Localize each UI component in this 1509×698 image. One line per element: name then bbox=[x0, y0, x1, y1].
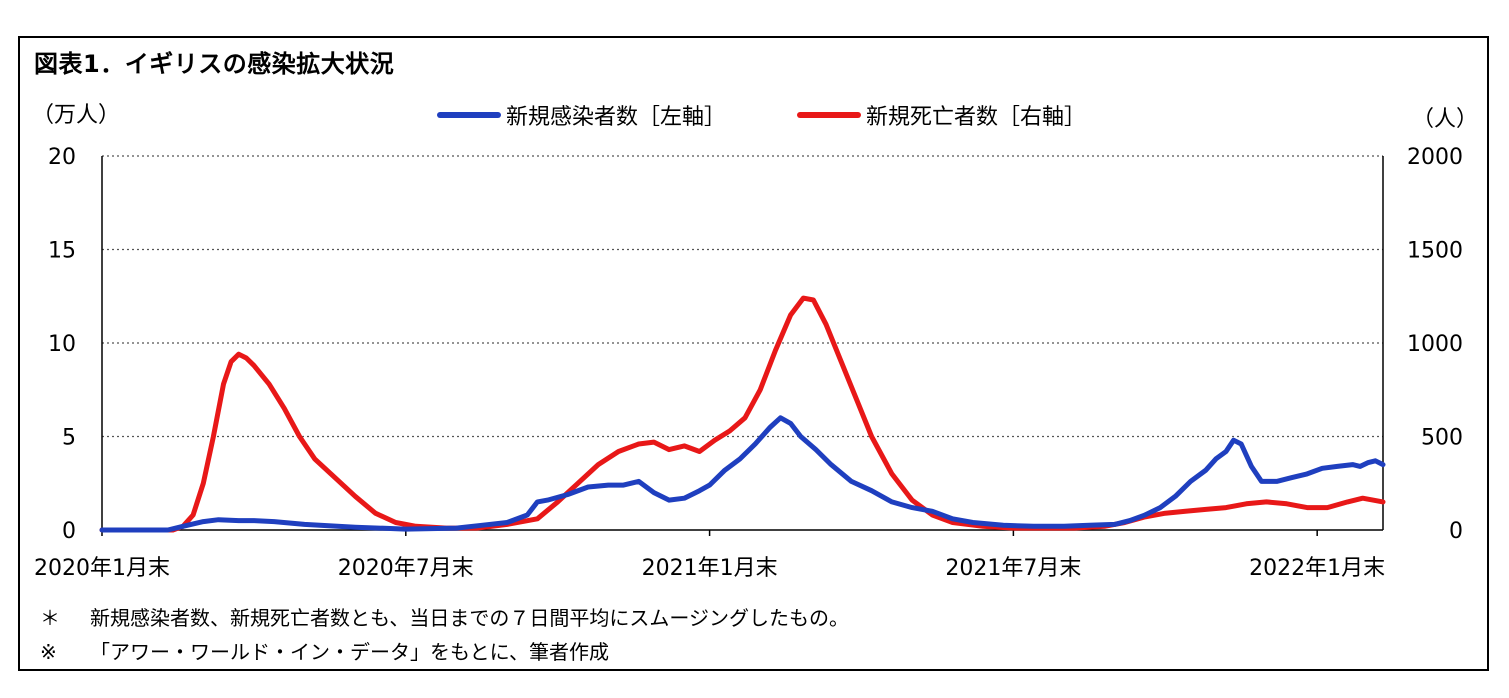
right-tick-label: 2000 bbox=[1407, 145, 1463, 170]
axes-layer bbox=[101, 156, 1384, 536]
footnote-mark: ＊ bbox=[40, 606, 60, 630]
right-tick-label: 1000 bbox=[1407, 332, 1463, 357]
legend: 新規感染者数［左軸］ 新規死亡者数［右軸］ bbox=[437, 105, 1086, 130]
footnote-text: 「アワー・ワールド・イン・データ」をもとに、筆者作成 bbox=[90, 640, 609, 664]
left-tick-label: 0 bbox=[62, 519, 76, 544]
x-tick-label: 2021年7月末 bbox=[945, 556, 1081, 581]
footnote-mark: ※ bbox=[40, 640, 57, 664]
series-layer bbox=[99, 295, 1386, 533]
label-layer: 0 5 10 15 20 0 500 1000 1500 2000 2020年1月末 2020年7月末… bbox=[32, 103, 1478, 581]
series-line-deaths bbox=[99, 295, 1386, 533]
x-tick-label: 2020年1月末 bbox=[34, 556, 170, 581]
footnote-smoothing: ＊ 新規感染者数、新規死亡者数とも、当日までの７日間平均にスムージングしたもの。 bbox=[40, 602, 849, 631]
right-tick-label: 0 bbox=[1449, 519, 1463, 544]
series-line-infections bbox=[99, 415, 1386, 533]
legend-label: 新規感染者数［左軸］ bbox=[506, 105, 726, 130]
left-tick-label: 15 bbox=[48, 239, 76, 264]
left-axis-unit: （万人） bbox=[32, 103, 120, 128]
legend-label: 新規死亡者数［右軸］ bbox=[866, 105, 1086, 130]
right-tick-label: 500 bbox=[1421, 426, 1463, 451]
right-tick-label: 1500 bbox=[1407, 239, 1463, 264]
left-tick-label: 10 bbox=[48, 332, 76, 357]
right-axis-unit: （人） bbox=[1412, 107, 1478, 132]
chart-title: 図表1．イギリスの感染拡大状況 bbox=[34, 50, 395, 78]
left-tick-label: 20 bbox=[48, 145, 76, 170]
figure-frame bbox=[18, 36, 1489, 671]
x-tick-label: 2021年1月末 bbox=[642, 556, 778, 581]
footnote-text: 新規感染者数、新規死亡者数とも、当日までの７日間平均にスムージングしたもの。 bbox=[90, 606, 849, 630]
grid-layer bbox=[102, 155, 1383, 438]
x-tick-label: 2020年7月末 bbox=[338, 556, 474, 581]
x-tick-label: 2022年1月末 bbox=[1249, 556, 1385, 581]
left-tick-label: 5 bbox=[62, 426, 76, 451]
footnote-source: ※ 「アワー・ワールド・イン・データ」をもとに、筆者作成 bbox=[40, 636, 609, 665]
